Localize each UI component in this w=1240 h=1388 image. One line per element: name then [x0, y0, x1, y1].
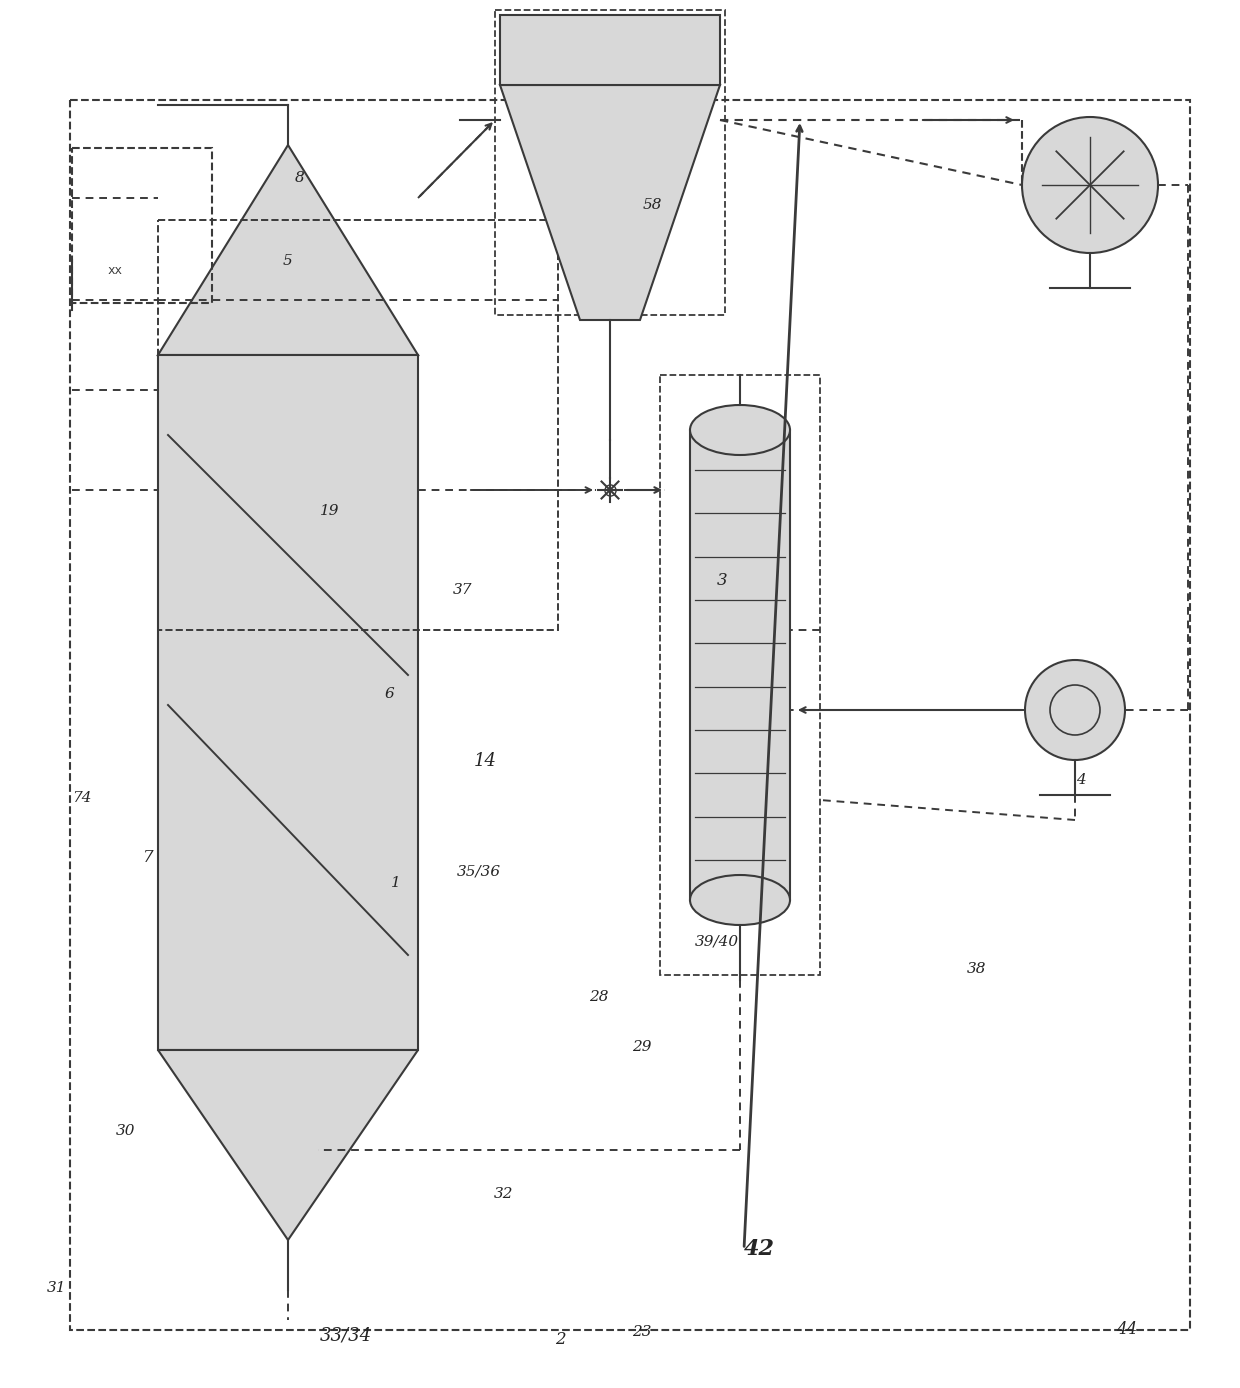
Ellipse shape — [689, 874, 790, 924]
Text: 31: 31 — [47, 1281, 67, 1295]
Text: 29: 29 — [632, 1040, 652, 1053]
Text: 44: 44 — [1116, 1321, 1137, 1338]
Text: 42: 42 — [744, 1238, 775, 1260]
Text: 28: 28 — [589, 990, 609, 1004]
Bar — [72, 149, 212, 303]
Text: 38: 38 — [967, 962, 987, 976]
Text: 8: 8 — [295, 171, 305, 185]
Text: 58: 58 — [642, 198, 662, 212]
Bar — [157, 221, 558, 630]
Bar — [157, 355, 418, 1049]
Text: 7: 7 — [143, 849, 154, 866]
Text: 30: 30 — [115, 1124, 135, 1138]
Text: 35/36: 35/36 — [456, 865, 501, 879]
Text: 74: 74 — [72, 791, 92, 805]
Text: 37: 37 — [453, 583, 472, 597]
Circle shape — [1025, 661, 1125, 761]
Polygon shape — [157, 144, 418, 355]
Bar — [660, 375, 820, 974]
Bar — [495, 10, 725, 315]
Ellipse shape — [689, 405, 790, 455]
Text: 23: 23 — [632, 1326, 652, 1339]
Text: 3: 3 — [717, 572, 728, 589]
Text: 5: 5 — [283, 254, 293, 268]
Bar — [689, 430, 790, 899]
Bar — [500, 15, 720, 85]
Text: 2: 2 — [556, 1331, 567, 1348]
Text: 4: 4 — [1076, 773, 1086, 787]
Text: xx: xx — [108, 264, 123, 276]
Text: 19: 19 — [320, 504, 340, 518]
Text: 14: 14 — [474, 752, 497, 769]
Text: 6: 6 — [384, 687, 394, 701]
Text: 33/34: 33/34 — [320, 1327, 372, 1344]
Circle shape — [1022, 117, 1158, 253]
Text: 32: 32 — [494, 1187, 513, 1201]
Polygon shape — [500, 85, 720, 321]
Text: 39/40: 39/40 — [694, 934, 739, 948]
Polygon shape — [157, 1049, 418, 1239]
Text: 1: 1 — [391, 876, 401, 890]
Bar — [69, 100, 1190, 1330]
